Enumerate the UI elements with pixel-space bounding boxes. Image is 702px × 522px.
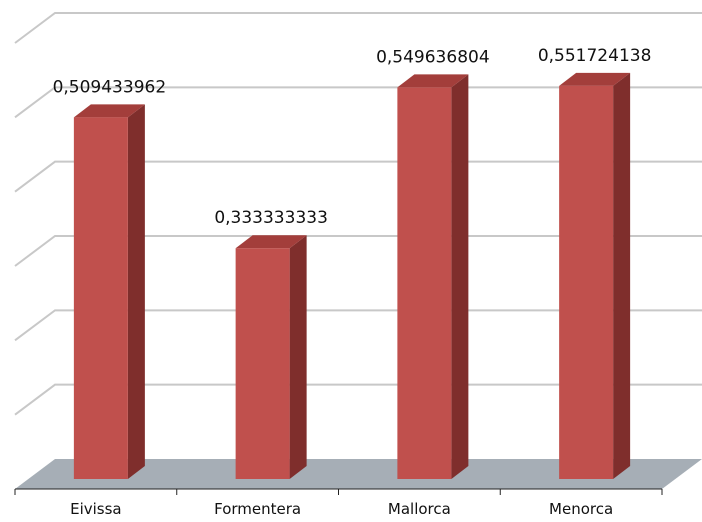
bar-front bbox=[235, 248, 290, 479]
gridline bbox=[14, 383, 702, 416]
gridline bbox=[14, 160, 702, 193]
bar-top bbox=[73, 104, 145, 118]
gridline bbox=[14, 86, 702, 119]
gridline bbox=[14, 12, 702, 44]
data-label: 0,509433962 bbox=[53, 77, 167, 97]
x-tick-label: Eivissa bbox=[70, 500, 122, 518]
bar-top bbox=[559, 72, 631, 86]
data-label: 0,549636804 bbox=[376, 47, 490, 67]
bar-front bbox=[559, 85, 614, 479]
bar-top bbox=[235, 235, 307, 249]
chart-floor bbox=[15, 459, 702, 489]
bar bbox=[73, 104, 145, 480]
bar-side bbox=[127, 104, 145, 480]
gridlines bbox=[14, 12, 702, 416]
x-axis bbox=[14, 488, 663, 495]
bar-side bbox=[289, 235, 307, 479]
bar-front bbox=[397, 87, 452, 479]
bar-top bbox=[397, 74, 469, 88]
gridline bbox=[14, 235, 702, 267]
bar-side bbox=[613, 72, 631, 479]
x-tick-labels: Eivissa Formentera Mallorca Menorca bbox=[70, 500, 613, 518]
x-tick-label: Formentera bbox=[214, 500, 301, 518]
data-labels: 0,509433962 0,333333333 0,549636804 0,55172… bbox=[53, 46, 652, 228]
bar-side bbox=[451, 74, 469, 479]
bar bbox=[235, 235, 307, 479]
x-tick-label: Mallorca bbox=[388, 500, 451, 518]
data-label: 0,333333333 bbox=[214, 208, 328, 228]
data-label: 0,551724138 bbox=[538, 46, 652, 66]
gridline bbox=[14, 309, 702, 342]
bar bbox=[559, 72, 631, 479]
bar-front bbox=[73, 117, 128, 480]
bar bbox=[397, 74, 469, 479]
x-tick-label: Menorca bbox=[549, 500, 613, 518]
bars bbox=[73, 72, 631, 480]
